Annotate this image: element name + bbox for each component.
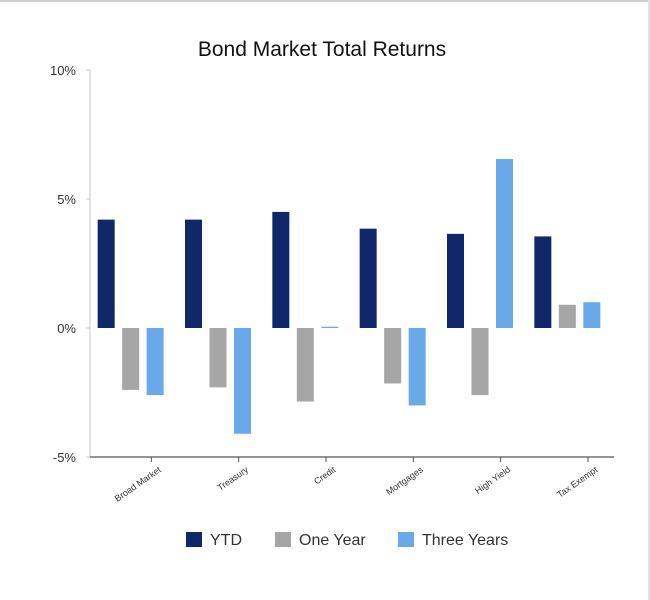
bar [146,328,164,396]
x-tick-label: High Yield [473,464,512,495]
y-tick-label: 0% [57,321,76,336]
x-tick-label: Credit [312,464,338,486]
frame-top-border [0,0,650,2]
y-tick-label: 5% [57,192,76,207]
bar [185,219,202,328]
x-tick-label: Broad Market [113,464,163,503]
bar [359,228,377,328]
bar [209,328,227,388]
x-tick-label: Mortgages [384,464,425,497]
x-tick-label: Treasury [216,464,251,493]
chart-bars [97,159,601,434]
bar [384,328,402,384]
chart-axes: -5% 0% 5% 10% [50,63,614,465]
bar [97,219,115,328]
y-tick-label: 10% [50,63,76,78]
y-tick-label: -5% [53,450,77,465]
bar [122,328,140,390]
legend-label: YTD [210,532,242,549]
bar [534,236,552,328]
bar [234,328,251,434]
legend-label: Three Years [422,532,508,549]
bar [558,304,576,328]
x-tick-label: Tax Exempt [555,464,600,499]
bar [272,211,290,328]
legend-swatch [398,532,414,547]
bar [583,302,601,328]
bar [496,159,513,328]
bar [471,328,489,396]
legend-label: One Year [299,532,366,549]
bar [408,328,426,406]
chart-title: Bond Market Total Returns [198,38,446,61]
chart-legend: YTD One Year Three Years [186,532,508,549]
frame-right-border [648,0,650,600]
bar [296,328,314,402]
bar [321,326,339,328]
legend-swatch [186,532,202,547]
category-labels: Broad Market Treasury Credit Mortgages High … [113,464,600,503]
bar [447,233,464,328]
legend-swatch [275,532,291,547]
